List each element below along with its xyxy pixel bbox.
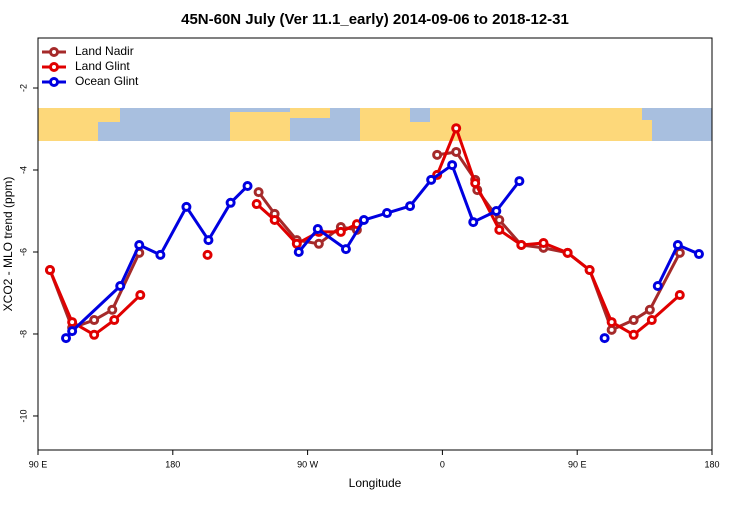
data-point xyxy=(291,238,302,249)
data-point xyxy=(67,317,78,328)
data-point xyxy=(451,146,462,157)
data-point xyxy=(202,249,213,260)
data-point xyxy=(672,240,683,251)
data-point xyxy=(381,208,392,219)
data-point xyxy=(115,281,126,292)
data-point xyxy=(155,249,166,260)
legend-marker xyxy=(49,62,59,72)
y-tick-label: -6 xyxy=(18,248,28,256)
data-point xyxy=(44,265,55,276)
series-line xyxy=(435,126,681,337)
data-point xyxy=(516,240,527,251)
data-point xyxy=(358,215,369,226)
data-point xyxy=(89,329,100,340)
x-tick-label: 90 E xyxy=(29,459,48,469)
x-tick-label: 180 xyxy=(704,459,719,469)
legend-marker xyxy=(49,47,59,57)
data-point xyxy=(134,240,145,251)
data-point xyxy=(451,123,462,134)
data-point xyxy=(652,281,663,292)
legend-marker xyxy=(49,77,59,87)
data-point xyxy=(67,326,78,337)
plot-frame xyxy=(37,37,713,451)
x-tick-label: 90 W xyxy=(297,459,319,469)
data-point xyxy=(135,290,146,301)
data-point xyxy=(293,246,304,257)
data-point xyxy=(432,149,443,160)
x-tick-label: 0 xyxy=(440,459,445,469)
legend-label: Land Nadir xyxy=(75,44,134,58)
data-point xyxy=(674,290,685,301)
data-point xyxy=(644,304,655,315)
data-point xyxy=(562,247,573,258)
data-point xyxy=(628,329,639,340)
data-point xyxy=(468,217,479,228)
x-tick-label: 180 xyxy=(165,459,180,469)
data-point xyxy=(674,247,685,258)
x-tick-label: 90 E xyxy=(568,459,587,469)
data-point xyxy=(646,315,657,326)
data-point xyxy=(538,237,549,248)
data-point xyxy=(606,324,617,335)
data-point xyxy=(61,333,72,344)
y-axis-label: XCO2 - MLO trend (ppm) xyxy=(1,177,15,312)
y-tick-label: -10 xyxy=(18,409,28,422)
data-point xyxy=(89,315,100,326)
y-tick-label: -4 xyxy=(18,166,28,174)
data-point xyxy=(109,315,120,326)
data-point xyxy=(491,205,502,216)
data-point xyxy=(335,226,346,237)
data-point xyxy=(470,178,481,189)
data-point xyxy=(494,224,505,235)
data-point xyxy=(584,265,595,276)
data-point xyxy=(606,317,617,328)
data-point xyxy=(181,201,192,212)
data-point xyxy=(225,197,236,208)
data-point xyxy=(242,180,253,191)
data-point xyxy=(599,333,610,344)
data-point xyxy=(693,249,704,260)
y-tick-label: -8 xyxy=(18,330,28,338)
data-point xyxy=(107,304,118,315)
y-tick-label: -2 xyxy=(18,84,28,92)
data-point xyxy=(203,235,214,246)
data-point xyxy=(312,224,323,235)
x-axis-label: Longitude xyxy=(349,476,402,490)
data-point xyxy=(269,215,280,226)
data-point xyxy=(514,176,525,187)
map-band xyxy=(38,108,712,141)
data-point xyxy=(340,244,351,255)
data-point xyxy=(426,174,437,185)
data-point xyxy=(251,199,262,210)
data-point xyxy=(313,238,324,249)
legend-label: Ocean Glint xyxy=(75,74,139,88)
chart-title: 45N-60N July (Ver 11.1_early) 2014-09-06… xyxy=(181,11,569,28)
legend-label: Land Glint xyxy=(75,59,130,73)
data-point xyxy=(447,160,458,171)
data-point xyxy=(628,315,639,326)
data-point xyxy=(253,187,264,198)
data-point xyxy=(405,201,416,212)
